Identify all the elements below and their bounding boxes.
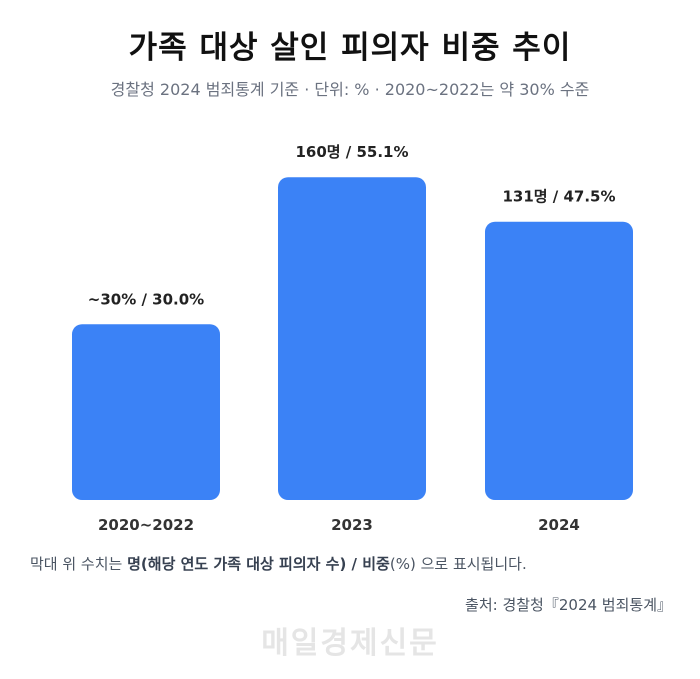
data-label-2020~2022: ~30% / 30.0% <box>88 290 204 308</box>
note-suffix: (%) 으로 표시됩니다. <box>389 555 527 573</box>
bar-2020~2022 <box>72 324 220 500</box>
chart-note: 막대 위 수치는 명(해당 연도 가족 대상 피의자 수) / 비중(%) 으로… <box>30 553 527 574</box>
note-prefix: 막대 위 수치는 <box>30 555 128 573</box>
chart-title: 가족 대상 살인 피의자 비중 추이 <box>128 30 572 66</box>
watermark: 매일경제신문 <box>261 626 439 661</box>
chart-subtitle: 경찰청 2024 범죄통계 기준 · 단위: % · 2020~2022는 약 … <box>110 80 590 99</box>
bar-2024 <box>485 221 633 500</box>
x-tick-label-2020~2022: 2020~2022 <box>98 516 194 534</box>
x-tick-label-2023: 2023 <box>331 516 373 534</box>
source-text: 출처: 경찰청『2024 범죄통계』 <box>465 596 672 614</box>
x-tick-label-2024: 2024 <box>538 516 580 534</box>
data-label-2023: 160명 / 55.1% <box>295 143 408 161</box>
note-bold: 명(해당 연도 가족 대상 피의자 수) / 비중 <box>127 555 390 573</box>
data-label-2024: 131명 / 47.5% <box>502 188 615 206</box>
bar-2023 <box>278 177 426 501</box>
